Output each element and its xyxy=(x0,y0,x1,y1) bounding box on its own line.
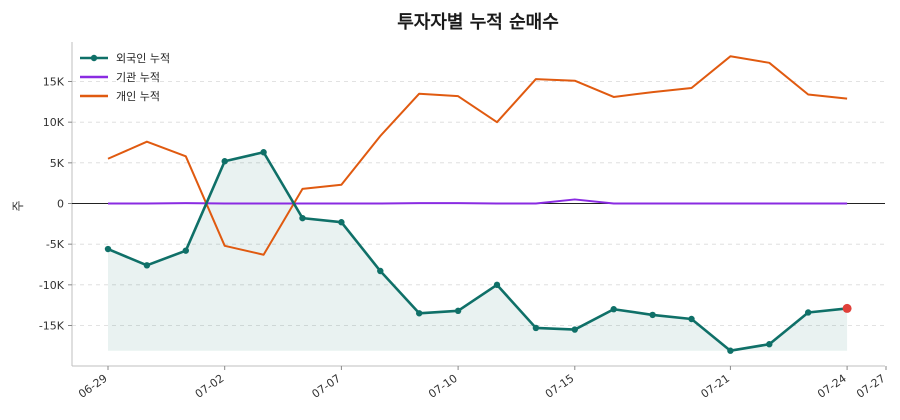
y-tick-label: 5K xyxy=(50,157,65,170)
data-point xyxy=(299,214,306,222)
y-axis-label: 주 xyxy=(11,200,25,211)
series-line-2 xyxy=(107,55,848,256)
x-tick-label: 06-29 xyxy=(76,372,110,401)
data-point xyxy=(338,219,345,226)
y-tick-label: -10K xyxy=(39,279,65,292)
data-point xyxy=(805,309,812,316)
data-point xyxy=(532,324,540,332)
x-ticks: 06-29 07-02 07-07 07-10 07-15 07-21 07-24 07-27 xyxy=(76,366,888,401)
data-point xyxy=(727,347,734,354)
legend-label: 기관 누적 xyxy=(116,71,160,84)
data-point xyxy=(610,306,617,313)
data-point xyxy=(377,267,384,275)
y-tick-label: -5K xyxy=(46,238,65,251)
data-point xyxy=(571,326,578,333)
series-line-0 xyxy=(107,150,848,353)
x-tick-label: 07-15 xyxy=(543,372,577,401)
data-point xyxy=(493,281,501,289)
chart-title: 투자자별 누적 순매수 xyxy=(397,12,559,33)
data-point xyxy=(766,341,773,348)
y-tick-label: 0 xyxy=(57,198,64,211)
x-tick-label: 07-27 xyxy=(854,372,888,401)
series-line-1 xyxy=(108,198,848,205)
data-point xyxy=(649,311,656,319)
y-tick-label: -15K xyxy=(39,319,65,332)
x-tick-label: 07-10 xyxy=(426,372,460,401)
data-point xyxy=(182,247,189,254)
data-point xyxy=(260,149,267,156)
last-data-point xyxy=(842,303,852,313)
legend-label: 개인 누적 xyxy=(116,90,160,103)
y-tick-label: 10K xyxy=(43,116,65,129)
data-point xyxy=(688,315,695,323)
x-tick-label: 07-02 xyxy=(193,372,227,401)
series-layer xyxy=(104,55,852,354)
data-point xyxy=(416,310,423,317)
y-ticks: -15K -10K -5K 0 5K 10K 15K xyxy=(39,76,72,332)
data-point xyxy=(221,158,228,165)
data-point xyxy=(454,307,462,315)
legend-label: 외국인 누적 xyxy=(116,52,170,65)
foreign-area-fill xyxy=(108,152,848,351)
x-tick-label: 07-21 xyxy=(698,372,732,401)
y-tick-label: 15K xyxy=(43,76,65,89)
data-point xyxy=(104,245,112,253)
legend-marker xyxy=(90,54,98,62)
x-tick-label: 07-07 xyxy=(309,372,343,401)
data-point xyxy=(143,262,151,269)
x-tick-label: 07-24 xyxy=(815,372,849,401)
